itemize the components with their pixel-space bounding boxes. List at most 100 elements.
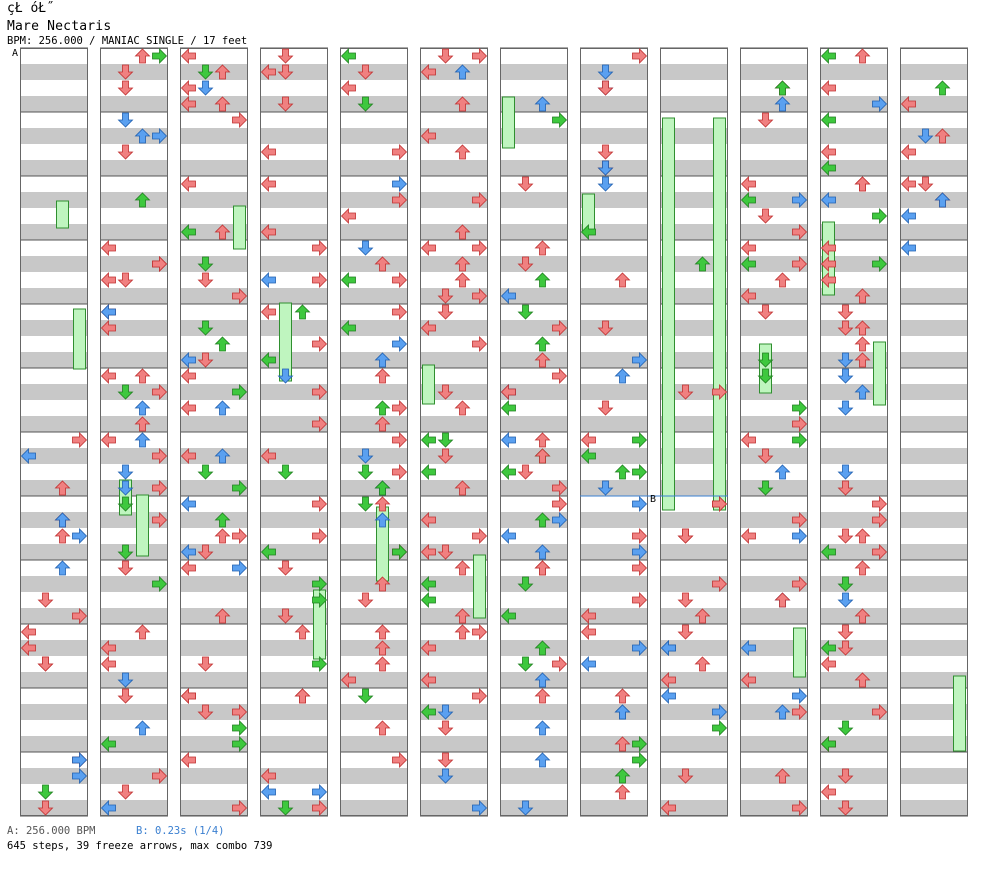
- freeze-arrow: [793, 627, 806, 678]
- step-arrow: [294, 304, 311, 320]
- step-arrow: [197, 656, 214, 672]
- beat-stripe: [660, 480, 728, 496]
- step-arrow: [197, 272, 214, 288]
- beat-stripe: [660, 256, 728, 272]
- step-arrow: [677, 528, 694, 544]
- step-arrow: [117, 64, 134, 80]
- beat-stripe: [100, 416, 168, 432]
- step-arrow: [100, 368, 116, 384]
- step-arrow: [420, 592, 436, 608]
- beat-stripe: [260, 672, 328, 688]
- step-arrow: [580, 224, 596, 240]
- step-arrow: [792, 224, 808, 240]
- beat-stripe: [20, 256, 88, 272]
- step-arrow: [117, 480, 134, 496]
- step-arrow: [757, 352, 774, 368]
- beat-stripe: [660, 512, 728, 528]
- freeze-arrow: [73, 308, 86, 370]
- step-arrow: [872, 704, 888, 720]
- beat-stripe: [260, 64, 328, 80]
- beat-stripe: [20, 800, 88, 816]
- step-arrow: [580, 656, 596, 672]
- beat-stripe: [580, 352, 648, 368]
- step-arrow: [260, 448, 276, 464]
- beat-stripe: [660, 224, 728, 240]
- beat-stripe: [900, 608, 968, 624]
- step-arrow: [792, 192, 808, 208]
- step-arrow: [134, 720, 151, 736]
- step-arrow: [820, 256, 836, 272]
- beat-stripe: [260, 576, 328, 592]
- step-arrow: [294, 624, 311, 640]
- beat-stripe: [660, 448, 728, 464]
- beat-stripe: [820, 64, 888, 80]
- beat-stripe: [580, 416, 648, 432]
- step-arrow: [774, 96, 791, 112]
- beat-stripe: [580, 736, 648, 752]
- step-arrow: [232, 800, 248, 816]
- step-arrow: [277, 96, 294, 112]
- beat-stripe: [740, 448, 808, 464]
- beat-stripe: [660, 800, 728, 816]
- song-title-glyphs: çŁ óŁ˝: [7, 1, 54, 16]
- step-arrow: [312, 496, 328, 512]
- step-arrow: [260, 544, 276, 560]
- beat-stripe: [500, 192, 568, 208]
- step-arrow: [792, 576, 808, 592]
- step-arrow: [374, 576, 391, 592]
- step-arrow: [934, 128, 951, 144]
- step-arrow: [180, 448, 196, 464]
- step-arrow: [420, 464, 436, 480]
- beat-stripe: [580, 320, 648, 336]
- step-arrow: [552, 656, 568, 672]
- beat-stripe: [580, 192, 648, 208]
- freeze-arrow: [56, 200, 69, 229]
- beat-stripe: [900, 64, 968, 80]
- step-arrow: [597, 144, 614, 160]
- step-arrow: [312, 656, 328, 672]
- step-arrow: [472, 624, 488, 640]
- step-arrow: [517, 256, 534, 272]
- step-arrow: [597, 320, 614, 336]
- beat-stripe: [580, 768, 648, 784]
- step-arrow: [500, 528, 516, 544]
- beat-stripe: [20, 416, 88, 432]
- step-arrow: [472, 336, 488, 352]
- beat-stripe: [580, 480, 648, 496]
- step-arrow: [534, 96, 551, 112]
- step-arrow: [277, 64, 294, 80]
- beat-stripe: [820, 288, 888, 304]
- beat-stripe: [420, 736, 488, 752]
- beat-stripe: [100, 512, 168, 528]
- step-arrow: [312, 800, 328, 816]
- step-arrow: [820, 240, 836, 256]
- beat-stripe: [180, 160, 248, 176]
- step-arrow: [454, 224, 471, 240]
- beat-stripe: [340, 704, 408, 720]
- step-arrow: [100, 432, 116, 448]
- beat-stripe: [740, 608, 808, 624]
- step-arrow: [232, 480, 248, 496]
- step-arrow: [712, 496, 728, 512]
- beat-stripe: [420, 384, 488, 400]
- step-arrow: [134, 368, 151, 384]
- step-arrow: [180, 352, 196, 368]
- step-arrow: [277, 464, 294, 480]
- beat-stripe: [20, 640, 88, 656]
- step-arrow: [180, 496, 196, 512]
- freeze-arrow: [873, 341, 886, 406]
- step-arrow: [152, 480, 168, 496]
- step-arrow: [792, 400, 808, 416]
- step-arrow: [552, 512, 568, 528]
- step-arrow: [820, 272, 836, 288]
- beat-stripe: [820, 640, 888, 656]
- beat-stripe: [180, 544, 248, 560]
- beat-stripe: [900, 448, 968, 464]
- step-arrow: [837, 320, 854, 336]
- beat-stripe: [900, 480, 968, 496]
- step-arrow: [632, 640, 648, 656]
- beat-stripe: [820, 416, 888, 432]
- step-arrow: [152, 448, 168, 464]
- step-arrow: [312, 576, 328, 592]
- beat-stripe: [420, 640, 488, 656]
